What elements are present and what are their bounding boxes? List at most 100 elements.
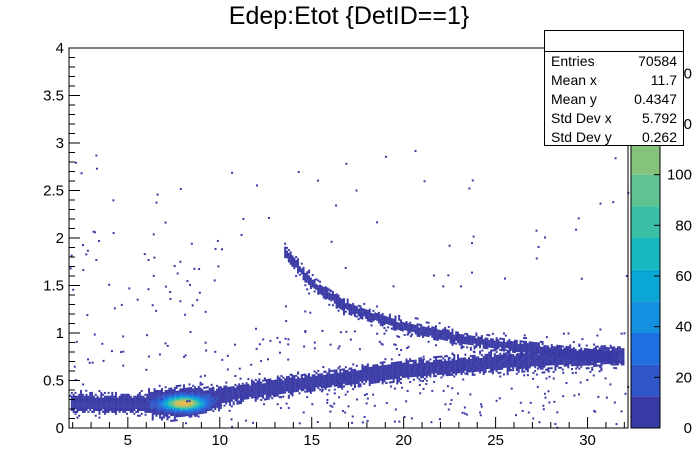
heatmap-bin <box>346 383 349 386</box>
heatmap-bin <box>227 386 230 389</box>
heatmap-bin <box>197 404 200 407</box>
heatmap-bin <box>379 365 382 368</box>
heatmap-bin <box>618 346 621 349</box>
heatmap-bin <box>298 378 301 381</box>
heatmap-bin <box>594 358 597 361</box>
heatmap-bin <box>539 360 542 363</box>
heatmap-bin <box>368 316 371 319</box>
heatmap-bin <box>170 419 173 422</box>
heatmap-bin <box>157 401 160 404</box>
heatmap-bin <box>357 377 360 380</box>
heatmap-bin <box>462 338 465 341</box>
heatmap-bin <box>148 393 151 396</box>
heatmap-bin <box>346 377 349 380</box>
heatmap-bin <box>352 376 355 379</box>
heatmap-bin <box>585 344 588 347</box>
heatmap-bin <box>381 320 384 323</box>
heatmap-bin <box>179 188 182 191</box>
heatmap-bin <box>561 349 564 352</box>
heatmap-bin <box>302 274 305 277</box>
heatmap-bin <box>536 351 539 354</box>
heatmap-bin <box>528 350 531 353</box>
heatmap-bin <box>129 399 132 402</box>
heatmap-bin <box>291 377 294 380</box>
heatmap-bin <box>140 407 143 410</box>
heatmap-bin <box>162 391 165 394</box>
heatmap-bin <box>377 367 380 370</box>
heatmap-bin <box>350 306 353 309</box>
heatmap-bin <box>523 370 526 373</box>
heatmap-bin <box>203 400 206 403</box>
heatmap-bin <box>201 396 204 399</box>
heatmap-bin <box>605 362 608 365</box>
heatmap-bin <box>480 354 483 357</box>
heatmap-bin <box>72 401 75 404</box>
heatmap-bin <box>341 376 344 379</box>
heatmap-bin <box>278 379 281 382</box>
heatmap-bin <box>80 399 83 402</box>
heatmap-bin <box>591 354 594 357</box>
heatmap-bin <box>556 363 559 366</box>
heatmap-bin <box>449 373 452 376</box>
heatmap-bin <box>447 329 450 332</box>
heatmap-bin <box>92 405 95 408</box>
heatmap-bin <box>295 263 298 266</box>
heatmap-bin <box>315 278 318 281</box>
heatmap-bin <box>497 343 500 346</box>
heatmap-bin <box>280 386 283 389</box>
heatmap-bin <box>569 353 572 356</box>
heatmap-bin <box>528 366 531 369</box>
heatmap-bin <box>582 359 585 362</box>
heatmap-bin <box>199 402 202 405</box>
heatmap-bin <box>477 342 480 345</box>
heatmap-bin <box>582 350 585 353</box>
heatmap-bin <box>148 391 151 394</box>
heatmap-bin <box>366 309 369 312</box>
heatmap-bin <box>381 313 384 316</box>
heatmap-bin <box>143 253 146 256</box>
heatmap-bin <box>192 411 195 414</box>
heatmap-bin <box>537 350 540 353</box>
heatmap-bin <box>585 355 588 358</box>
heatmap-bin <box>537 346 540 349</box>
heatmap-bin <box>330 385 333 388</box>
heatmap-bin <box>339 376 342 379</box>
heatmap-bin <box>605 352 608 355</box>
heatmap-bin <box>328 303 331 306</box>
heatmap-bin <box>326 295 329 297</box>
heatmap-bin <box>197 410 200 413</box>
heatmap-bin <box>482 373 485 376</box>
heatmap-bin <box>593 347 596 350</box>
heatmap-bin <box>317 179 320 182</box>
heatmap-bin <box>330 295 333 298</box>
heatmap-bin <box>199 381 202 384</box>
heatmap-bin <box>504 348 507 351</box>
heatmap-bin <box>370 372 373 375</box>
heatmap-bin <box>545 368 548 371</box>
heatmap-bin <box>501 349 504 352</box>
heatmap-bin <box>591 352 594 355</box>
y-tick-label: 3.5 <box>43 88 64 105</box>
heatmap-bin <box>420 364 423 367</box>
heatmap-bin <box>348 379 351 382</box>
heatmap-bin <box>181 411 184 414</box>
heatmap-bin <box>394 365 397 368</box>
heatmap-bin <box>390 375 393 378</box>
heatmap-bin <box>164 393 167 396</box>
heatmap-bin <box>228 409 231 412</box>
heatmap-bin <box>352 378 355 381</box>
heatmap-bin <box>563 364 566 367</box>
heatmap-bin <box>479 371 482 374</box>
heatmap-bin <box>220 395 223 398</box>
heatmap-bin <box>466 368 469 371</box>
heatmap-bin <box>416 376 419 379</box>
heatmap-bin <box>322 288 325 291</box>
heatmap-bin <box>613 346 616 349</box>
heatmap-bin <box>319 288 322 291</box>
heatmap-bin <box>234 393 237 396</box>
heatmap-bin <box>193 267 196 270</box>
heatmap-bin <box>313 378 316 381</box>
heatmap-bin <box>515 355 518 358</box>
heatmap-bin <box>578 349 581 352</box>
heatmap-bin <box>116 405 119 408</box>
